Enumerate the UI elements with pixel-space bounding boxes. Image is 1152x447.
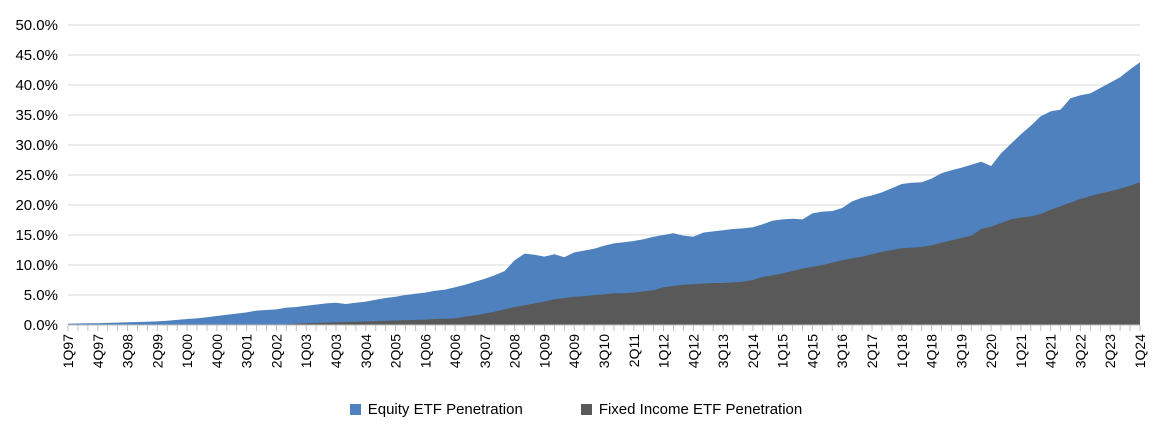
- x-axis-tick-label: 2Q20: [983, 334, 999, 368]
- x-axis-tick-label: 3Q13: [715, 334, 731, 368]
- fixed-income-legend-swatch-icon: [580, 403, 592, 415]
- legend-item-fixed-income: Fixed Income ETF Penetration: [580, 400, 803, 418]
- legend-item-equity: Equity ETF Penetration: [349, 400, 523, 418]
- x-axis-tick-label: 4Q09: [566, 334, 582, 368]
- x-axis-tick-label: 3Q19: [953, 334, 969, 368]
- plot-area: 0.0% 5.0% 10.0% 15.0% 20.0% 25.0% 30.0% 35.0% 40…: [15, 17, 1148, 368]
- x-axis-tick-label: 3Q01: [239, 334, 255, 368]
- y-axis-tick-label: 50.0%: [15, 17, 58, 34]
- x-axis-tick-label: 4Q06: [447, 334, 463, 368]
- x-axis-tick-label: 3Q22: [1072, 334, 1088, 368]
- equity-legend-swatch-icon: [349, 403, 361, 415]
- y-axis-tick-label: 0.0%: [24, 317, 58, 334]
- x-axis-tick-label: 1Q24: [1132, 334, 1148, 368]
- x-axis-tick-label: 4Q18: [924, 334, 940, 368]
- x-axis-tick-label: 1Q12: [656, 334, 672, 368]
- x-axis-tick-label: 1Q00: [179, 334, 195, 368]
- x-axis-tick-label: 3Q16: [834, 334, 850, 368]
- x-axis-tick-label: 1Q97: [60, 334, 76, 368]
- y-axis-tick-label: 5.0%: [24, 287, 58, 304]
- x-axis-tick-label: 3Q10: [596, 334, 612, 368]
- x-axis-tick-label: 1Q09: [536, 334, 552, 368]
- area-series-fixed-income: [68, 182, 1140, 325]
- x-axis-tick-label: 4Q00: [209, 334, 225, 368]
- x-axis-tick-label: 4Q97: [90, 334, 106, 368]
- x-axis-tick-label: 3Q04: [358, 334, 374, 368]
- equity-legend-label: Equity ETF Penetration: [367, 400, 523, 418]
- y-axis-tick-label: 10.0%: [15, 257, 58, 274]
- x-axis-tick-label: 2Q11: [626, 334, 642, 367]
- x-axis-tick-label: 4Q12: [685, 334, 701, 368]
- fixed-income-legend-label: Fixed Income ETF Penetration: [598, 400, 803, 418]
- x-axis-tick-label: 2Q02: [268, 334, 284, 368]
- y-axis-tick-label: 30.0%: [15, 137, 58, 154]
- chart-legend: Equity ETF Penetration Fixed Income ETF …: [0, 392, 1152, 426]
- y-axis-tick-label: 35.0%: [15, 107, 58, 124]
- y-axis-tick-label: 25.0%: [15, 167, 58, 184]
- y-axis-tick-label: 40.0%: [15, 77, 58, 94]
- y-axis-tick-label: 20.0%: [15, 197, 58, 214]
- x-axis-tick-label: 2Q08: [507, 334, 523, 368]
- x-axis-tick-label: 2Q23: [1102, 334, 1118, 368]
- x-axis-tick-label: 2Q05: [388, 334, 404, 368]
- x-axis-tick-label: 1Q03: [298, 334, 314, 368]
- x-axis-tick-label: 1Q21: [1013, 334, 1029, 368]
- x-axis-tick-label: 2Q99: [149, 334, 165, 368]
- x-axis-tick-label: 3Q98: [120, 334, 136, 368]
- y-axis-tick-label: 15.0%: [15, 227, 58, 244]
- x-axis-tick-label: 1Q18: [894, 334, 910, 368]
- x-axis-tick-label: 1Q06: [417, 334, 433, 368]
- x-axis-tick-label: 4Q03: [328, 334, 344, 368]
- y-axis-tick-label: 45.0%: [15, 47, 58, 64]
- x-axis-tick-label: 1Q15: [775, 334, 791, 368]
- x-axis-tick-label: 4Q21: [1043, 334, 1059, 368]
- x-axis-tick-label: 2Q14: [745, 334, 761, 368]
- x-axis-tick-label: 2Q17: [864, 334, 880, 368]
- x-axis-tick-label: 4Q15: [804, 334, 820, 368]
- x-axis-tick-label: 3Q07: [477, 334, 493, 368]
